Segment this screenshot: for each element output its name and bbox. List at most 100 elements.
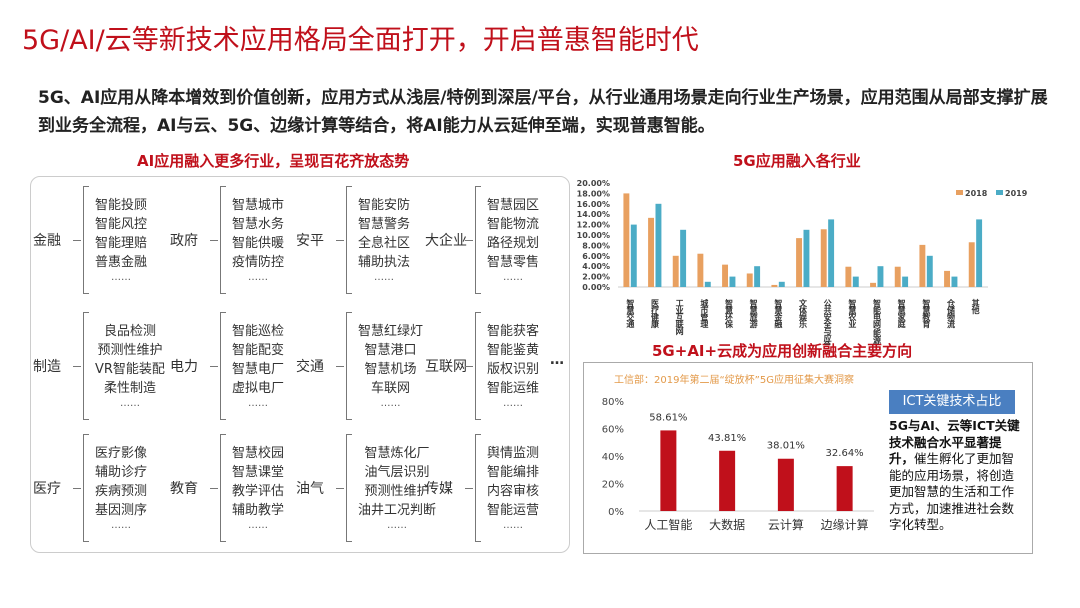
industry-label: 金融: [33, 233, 61, 249]
bar: [719, 450, 736, 511]
y-tick: 60%: [602, 425, 624, 436]
ict-badge: ICT关键技术占比: [889, 390, 1015, 414]
industry-item: 智能配变: [232, 343, 285, 358]
ellipsis: ……: [248, 272, 268, 283]
industry-items: 智能投顾 智能风控 智能理赔 普惠金融 ……: [89, 196, 147, 284]
industry-item: 预测性维护: [97, 343, 163, 358]
industry-item: 辅助教学: [232, 503, 285, 518]
industry-item: 车联网: [371, 381, 411, 396]
industry-label: 大企业: [425, 233, 467, 249]
bracket: [346, 434, 352, 542]
x-label: 智慧农业: [848, 298, 857, 328]
x-label: 边缘计算: [821, 517, 869, 532]
industry-item: 智能运营: [487, 503, 540, 518]
industry-item: 智能物流: [487, 217, 540, 232]
bar-2018: [845, 266, 852, 287]
y-tick: 2.00%: [582, 273, 610, 282]
industry-group: 制造 良品检测 预测性维护 VR智能装配 柔性制造 ……: [33, 310, 165, 422]
industry-group: 交通 智慧红绿灯 智慧港口 智慧机场 车联网 ……: [296, 310, 423, 422]
chart2-title: 5G+AI+云成为应用创新融合主要方向: [652, 342, 913, 360]
x-label: 工业互联网: [675, 299, 684, 336]
more-ellipsis: …: [550, 352, 564, 368]
data-label: 58.61%: [649, 412, 687, 423]
industry-group: 教育 智慧校园 智慧课堂 教学评估 辅助教学 ……: [170, 432, 284, 544]
y-tick: 0.00%: [582, 283, 610, 292]
connector: [210, 487, 218, 489]
industry-label: 互联网: [425, 359, 467, 375]
x-label: 智能电网/能源: [873, 298, 882, 345]
industry-item: 教学评估: [232, 484, 285, 499]
x-label: 云计算: [768, 517, 804, 532]
bar-2018: [722, 264, 729, 287]
bar-2018: [894, 266, 901, 287]
industry-items: 良品检测 预测性维护 VR智能装配 柔性制造 ……: [89, 322, 165, 410]
legend-label: 2018: [965, 189, 988, 198]
industry-item: 基因测序: [95, 503, 148, 518]
bar-2018: [746, 273, 753, 287]
x-label: 城市管理: [700, 298, 709, 329]
x-label: 公共安全与应急: [822, 299, 832, 345]
connector: [336, 239, 344, 241]
industry-item: 预测性维护: [364, 484, 430, 499]
bracket: [346, 186, 352, 294]
connector: [73, 487, 81, 489]
bar-2019: [828, 219, 835, 287]
bar-2018: [968, 242, 975, 287]
chart2-source: 工信部：2019年第二届“绽放杯”5G应用征集大赛洞察: [614, 375, 854, 386]
legend-swatch: [996, 190, 1003, 195]
ellipsis: ……: [374, 272, 394, 283]
industry-item: 全息社区: [358, 236, 411, 251]
bar-2019: [803, 229, 810, 287]
bar-2019: [926, 255, 933, 287]
industry-label: 交通: [296, 359, 324, 375]
ellipsis: ……: [111, 272, 131, 283]
industry-item: 智慧园区: [487, 198, 540, 213]
ellipsis: ……: [119, 398, 140, 409]
legend-label: 2019: [1005, 189, 1028, 198]
y-tick: 14.00%: [577, 210, 610, 219]
industry-item: 智慧零售: [487, 255, 540, 270]
bar-2019: [630, 224, 637, 287]
industry-group: 政府 智慧城市 智慧水务 智能供暖 疫情防控 ……: [170, 184, 284, 296]
ellipsis: ……: [503, 398, 523, 409]
bar-2019: [704, 281, 711, 287]
bracket: [475, 186, 481, 294]
x-label: 其他: [971, 298, 980, 315]
industry-label: 制造: [33, 359, 61, 375]
industry-item: 虚拟电厂: [232, 381, 285, 396]
industry-items: 智能安防 智慧警务 全息社区 辅助执法 ……: [352, 196, 410, 284]
connector: [210, 365, 218, 367]
bracket: [83, 434, 89, 542]
y-tick: 80%: [602, 397, 624, 408]
ellipsis: ……: [503, 272, 523, 283]
y-tick: 4.00%: [582, 262, 610, 271]
y-tick: 10.00%: [577, 231, 610, 240]
industry-item: 智慧城市: [232, 198, 285, 213]
x-label: 智慧金融: [773, 298, 783, 329]
bar: [836, 466, 853, 511]
bar-2019: [729, 276, 736, 287]
connector: [210, 239, 218, 241]
industry-group: 安平 智能安防 智慧警务 全息社区 辅助执法 ……: [296, 184, 410, 296]
bar-2018: [697, 253, 704, 287]
industry-group: 大企业 智慧园区智能物流路径规划智慧零售 ……: [425, 184, 539, 296]
industry-item: 智能获客: [487, 324, 540, 339]
industry-item: 版权识别: [487, 362, 540, 377]
ellipsis: ……: [248, 398, 268, 409]
bar-2018: [870, 282, 877, 287]
data-label: 38.01%: [767, 441, 805, 452]
y-tick: 16.00%: [577, 200, 610, 209]
industry-items: 医疗影像 辅助诊疗 疾病预测 基因测序 ……: [89, 444, 147, 532]
industry-item: 良品检测: [103, 324, 156, 339]
industry-item: 路径规划: [487, 236, 540, 251]
bracket: [475, 312, 481, 420]
chart2-panel: 工信部：2019年第二届“绽放杯”5G应用征集大赛洞察 0% 20% 40% 60% 8…: [583, 362, 1033, 554]
industry-label: 安平: [296, 233, 324, 249]
bar-2018: [944, 270, 951, 287]
industry-item: 疾病预测: [95, 484, 148, 499]
bar-2019: [877, 266, 884, 287]
industry-item: 普惠金融: [95, 255, 148, 270]
industry-item: 舆情监测: [487, 446, 540, 461]
industry-item: 智能运维: [487, 381, 540, 396]
y-tick: 0%: [608, 507, 624, 518]
